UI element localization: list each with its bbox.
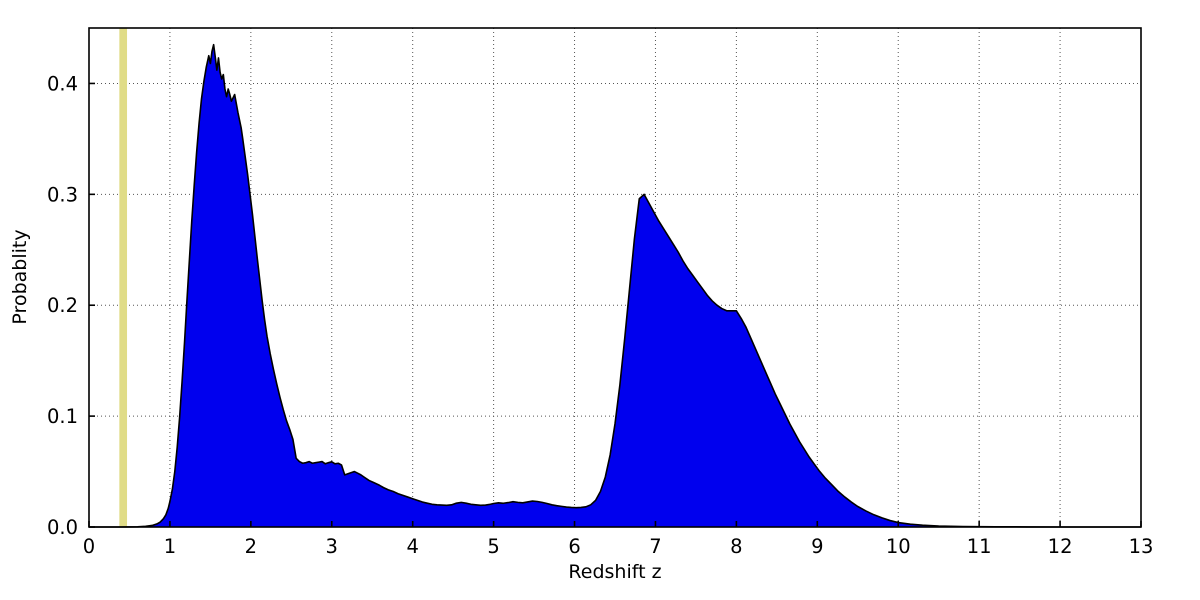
x-tick-label: 10 (886, 535, 911, 558)
y-tick-label: 0.3 (47, 183, 78, 206)
y-tick-label: 0.1 (47, 405, 78, 428)
x-tick-label: 6 (568, 535, 580, 558)
x-tick-label: 12 (1048, 535, 1073, 558)
x-tick-label: 9 (811, 535, 823, 558)
x-tick-label: 2 (245, 535, 257, 558)
x-tick-label: 1 (164, 535, 176, 558)
gridlines (89, 28, 1141, 527)
redshift-marker-band (119, 28, 128, 527)
x-tick-label: 13 (1129, 535, 1154, 558)
plot-frame (88, 27, 1142, 528)
y-tick-label: 0.4 (47, 72, 78, 95)
x-tick-label: 0 (83, 535, 95, 558)
annotation-layer (119, 28, 128, 527)
x-axis-ticks: 0 1 2 3 4 5 6 7 8 9 10 11 12 13 (83, 521, 1154, 558)
x-tick-label: 11 (967, 535, 992, 558)
distribution-outline (89, 43, 1141, 528)
x-tick-label: 4 (406, 535, 418, 558)
x-tick-label: 3 (326, 535, 338, 558)
distribution-area-fill (89, 44, 1141, 527)
y-tick-label: 0.2 (47, 294, 78, 317)
x-tick-label: 8 (730, 535, 742, 558)
y-axis-ticks: 0.0 0.1 0.2 0.3 0.4 (47, 72, 95, 539)
y-axis-label: Probablity (9, 229, 31, 324)
x-tick-label: 5 (487, 535, 499, 558)
x-axis-label: Redshift z (568, 561, 661, 583)
x-tick-label: 7 (649, 535, 661, 558)
y-tick-label: 0.0 (47, 516, 78, 539)
